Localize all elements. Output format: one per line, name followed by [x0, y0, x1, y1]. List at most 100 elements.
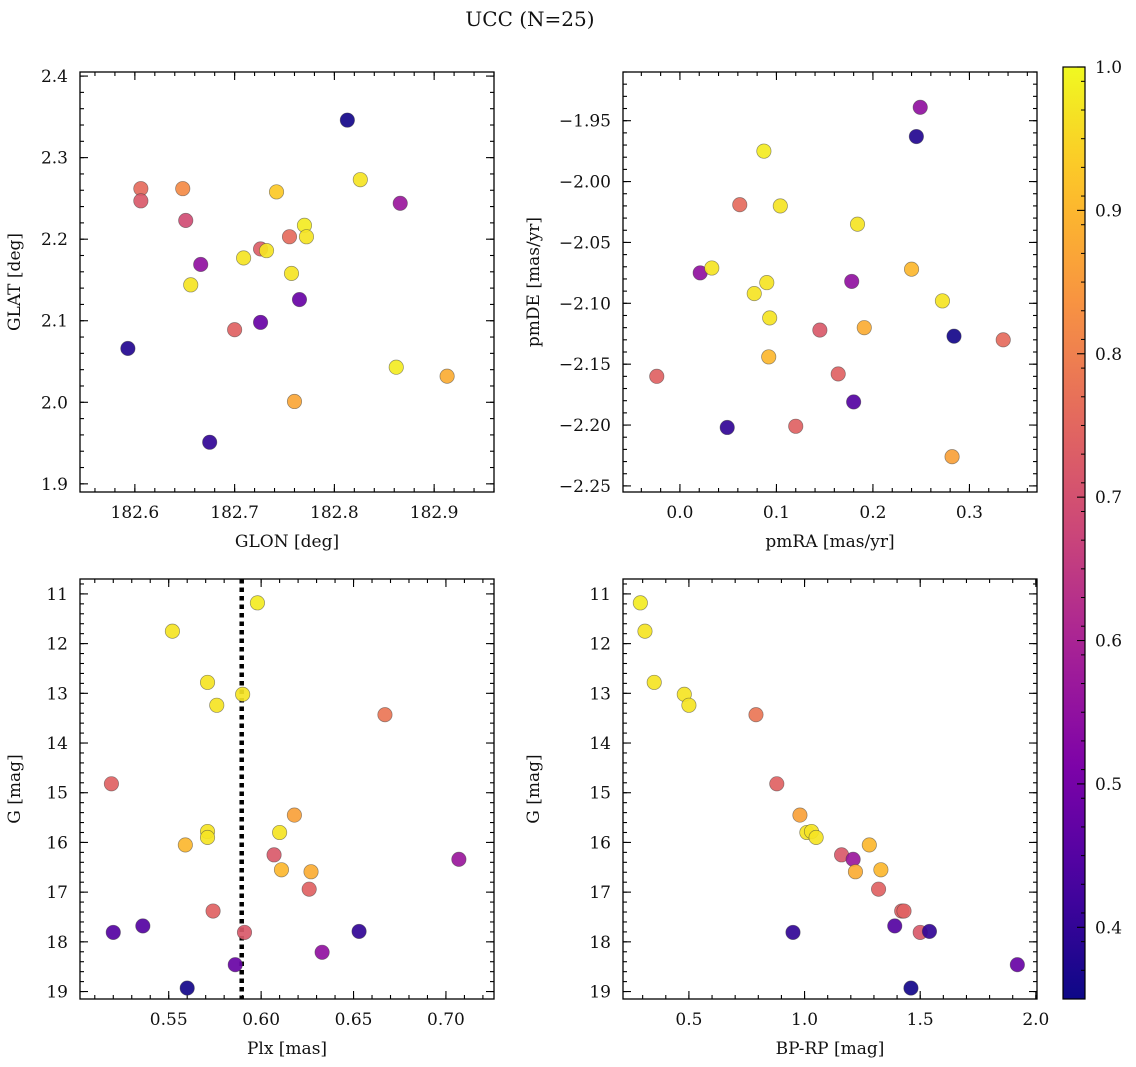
scatter-point [637, 623, 653, 639]
scatter-point [352, 172, 368, 188]
y-tick-label: 16 [589, 833, 611, 853]
x-axis-label: pmRA [mas/yr] [765, 532, 894, 552]
scatter-point [439, 368, 455, 384]
scatter-point [903, 980, 919, 996]
scatter-point [199, 674, 216, 690]
scatter-point [392, 195, 408, 211]
scatter-point [649, 368, 665, 384]
scatter-point [199, 829, 216, 846]
scatter-point [377, 707, 393, 723]
scatter-point [785, 924, 801, 940]
x-tick-label: 0.65 [335, 1010, 373, 1030]
y-tick-label: 11 [46, 585, 68, 605]
panel-bprp-g: 0.5 1.0 1.5 2.0 11 12 13 14 15 16 17 18 19 BP-RP [mag… [524, 578, 1049, 1059]
y-tick-label: 12 [46, 635, 68, 655]
scatter-point [873, 862, 889, 878]
x-tick-label: 0.5 [675, 1010, 702, 1030]
scatter-point [788, 418, 804, 434]
y-tick-label: −1.95 [559, 112, 611, 132]
scatter-point [946, 328, 962, 344]
axes-frame [622, 71, 1038, 493]
x-tick-label: 1.0 [791, 1010, 818, 1030]
scatter-point [133, 193, 149, 209]
x-tick-label: 1.5 [907, 1010, 934, 1030]
y-tick-label: 15 [589, 784, 611, 804]
scatter-point [105, 924, 121, 940]
colorbar-tick-label: 0.4 [1095, 918, 1122, 938]
scatter-point [871, 881, 887, 897]
y-axis-label: pmDE [mas/yr] [524, 217, 544, 347]
y-axis-label: GLAT [deg] [5, 233, 25, 331]
scatter-point [812, 322, 828, 338]
scatter-point [209, 697, 225, 713]
x-axis-label: GLON [deg] [235, 532, 339, 552]
y-tick-label: 19 [589, 983, 611, 1003]
scatter-point [732, 197, 748, 213]
colorbar-tick-label: 0.9 [1095, 201, 1122, 221]
scatter-point [759, 275, 775, 291]
colorbar-tick-label: 1.0 [1095, 58, 1122, 78]
scatter-point [762, 310, 778, 326]
scatter-point [681, 697, 697, 713]
scatter-point [135, 918, 151, 934]
y-tick-label: 19 [46, 983, 68, 1003]
scatter-point [286, 807, 302, 823]
y-tick-label: 2.1 [41, 312, 68, 332]
y-tick-label: 17 [46, 883, 68, 903]
y-tick-label: 12 [589, 635, 611, 655]
scatter-point [845, 851, 861, 867]
scatter-point [273, 862, 290, 878]
y-tick-label: −2.00 [559, 173, 611, 193]
y-tick-label: 11 [589, 585, 611, 605]
scatter-point [748, 707, 764, 723]
x-tick-label: 182.6 [111, 503, 160, 523]
y-tick-label: 2.0 [41, 393, 68, 413]
scatter-point [746, 286, 762, 302]
x-tick-label: 0.55 [150, 1010, 188, 1030]
scatter-point [205, 903, 221, 919]
scatter-point [179, 980, 195, 996]
scatter-point [995, 332, 1011, 348]
scatter-point [761, 349, 777, 365]
scatter-point [861, 837, 877, 853]
scatter-point [808, 829, 824, 846]
x-tick-label: 0.1 [763, 503, 790, 523]
scatter-point [175, 181, 191, 197]
scatter-point [351, 923, 367, 939]
scatter-point [291, 291, 308, 308]
colorbar-tick-label: 0.5 [1095, 775, 1122, 795]
scatter-point [258, 243, 275, 259]
scatter-point [896, 903, 912, 919]
scatter-point [249, 595, 265, 611]
scatter-point [193, 256, 209, 273]
scatter-point [912, 99, 928, 115]
x-tick-label: 182.9 [410, 503, 459, 523]
y-tick-label: −2.25 [559, 477, 611, 497]
scatter-point [236, 250, 252, 266]
scatter-point [769, 776, 785, 792]
scatter-point [272, 824, 288, 841]
scatter-point [934, 293, 950, 309]
y-tick-label: 1.9 [41, 475, 68, 495]
scatter-point [846, 394, 862, 410]
scatter-point [388, 359, 404, 375]
y-tick-label: −2.05 [559, 233, 611, 253]
x-axis-label: BP-RP [mag] [776, 1039, 885, 1059]
y-tick-label: 13 [46, 684, 68, 704]
scatter-point [268, 184, 285, 200]
scatter-point [227, 322, 243, 338]
y-tick-label: 14 [46, 734, 68, 754]
scatter-point [921, 923, 938, 939]
scatter-point [887, 918, 903, 934]
scatter-point [266, 847, 282, 863]
y-tick-label: 18 [46, 933, 68, 953]
y-tick-label: 2.2 [41, 230, 68, 250]
x-tick-label: 0.2 [859, 503, 886, 523]
scatter-point [164, 623, 180, 639]
colorbar-tick-label: 0.8 [1095, 345, 1122, 365]
colorbar-gradient [1062, 66, 1086, 1000]
y-tick-label: 2.4 [41, 67, 68, 87]
x-tick-label: 0.70 [427, 1010, 465, 1030]
scatter-point [856, 320, 872, 336]
